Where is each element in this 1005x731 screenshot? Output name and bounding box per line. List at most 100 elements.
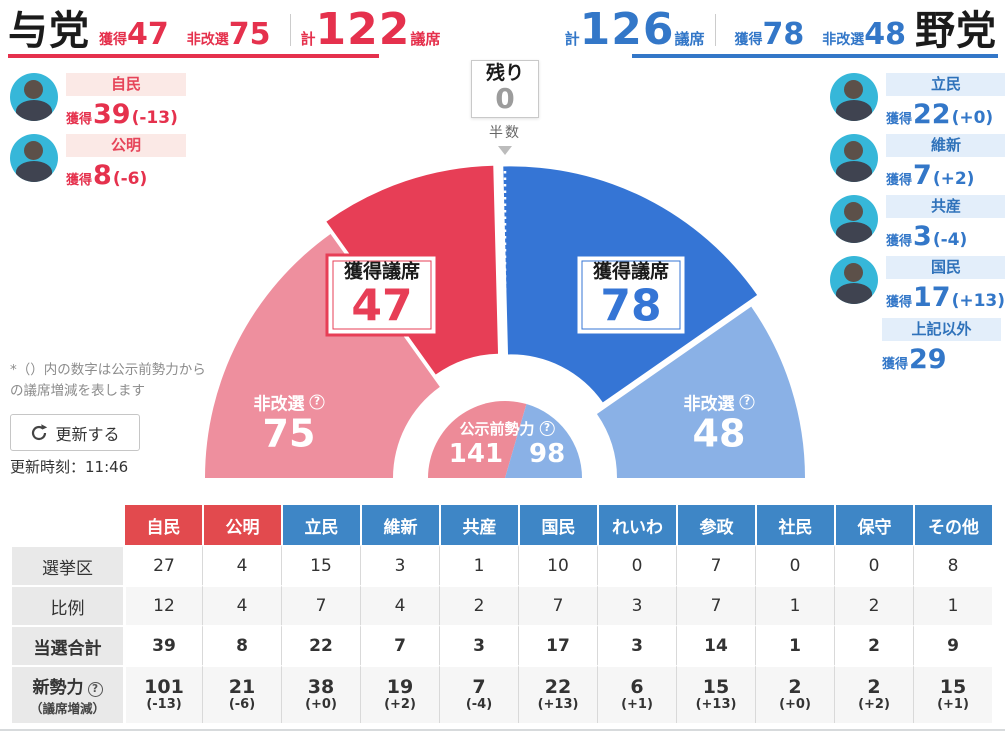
help-icon[interactable]: ? bbox=[87, 681, 103, 697]
table-cell-比例-れいわ: 3 bbox=[597, 585, 676, 625]
opposition-carry-arc-label: 非改選? 48 bbox=[684, 390, 755, 455]
table-cell-当選合計-自民: 39 bbox=[123, 625, 202, 665]
table-col-header-保守: 保守 bbox=[834, 505, 913, 545]
table-cell-当選合計-保守: 2 bbox=[834, 625, 913, 665]
table-cell-新勢力-公明: 21 (-6) bbox=[202, 665, 281, 723]
table-cell-比例-保守: 2 bbox=[834, 585, 913, 625]
help-icon[interactable]: ? bbox=[739, 394, 755, 410]
ruling-carry-arc-label: 非改選? 75 bbox=[254, 390, 325, 455]
table-cell-選挙区-国民: 10 bbox=[518, 545, 597, 585]
party-item-komei: 公明 獲得 8 (-6) bbox=[10, 134, 186, 189]
table-cell-新勢力-立民: 38 (+0) bbox=[281, 665, 360, 723]
half-marker-triangle-icon bbox=[498, 146, 512, 155]
refresh-button[interactable]: 更新する bbox=[10, 414, 140, 451]
party-item-rikken: 立民 獲得 22 (+0) bbox=[830, 73, 1005, 128]
results-table: 自民 公明 立民 維新 共産 国民 れいわ 参政 社民 保守 その他 選挙区 27 4 15 3 1 10 0 7 0 0… bbox=[12, 505, 992, 723]
party-name-pill: 共産 bbox=[886, 195, 1005, 218]
table-col-header-立民: 立民 bbox=[281, 505, 360, 545]
table-cell-新勢力-国民: 22 (+13) bbox=[518, 665, 597, 723]
party-item-kokumin: 国民 獲得 17 (+13) bbox=[830, 256, 1005, 311]
table-row-label-新勢力: 新勢力? （議席増減） bbox=[12, 665, 123, 723]
help-icon[interactable]: ? bbox=[539, 421, 555, 437]
opposition-gained-stat: 獲得78 bbox=[734, 17, 805, 52]
table-cell-比例-維新: 4 bbox=[360, 585, 439, 625]
refresh-icon bbox=[32, 423, 48, 440]
table-cell-選挙区-社民: 0 bbox=[755, 545, 834, 585]
table-cell-diff: (-13) bbox=[146, 697, 182, 713]
table-cell-比例-社民: 1 bbox=[755, 585, 834, 625]
table-cell-選挙区-保守: 0 bbox=[834, 545, 913, 585]
table-row-label-当選合計: 当選合計 bbox=[12, 625, 123, 665]
party-leader-avatar bbox=[830, 73, 878, 121]
table-cell-当選合計-立民: 22 bbox=[281, 625, 360, 665]
pre-election-opposition-value: 98 bbox=[529, 439, 566, 470]
updated-time: 更新時刻：11:46 bbox=[10, 458, 129, 476]
table-cell-比例-自民: 12 bbox=[123, 585, 202, 625]
opposition-gained-seats-box: 獲得議席 78 bbox=[574, 253, 688, 337]
table-col-header-共産: 共産 bbox=[439, 505, 518, 545]
opposition-party-title: 野党 bbox=[915, 8, 997, 54]
table-cell-diff: (-6) bbox=[228, 697, 256, 713]
table-cell-当選合計-れいわ: 3 bbox=[597, 625, 676, 665]
table-cell-当選合計-公明: 8 bbox=[202, 625, 281, 665]
ruling-total: 計122議席 bbox=[300, 4, 441, 55]
table-cell-diff: (+1) bbox=[621, 697, 653, 713]
table-cell-diff: (+1) bbox=[937, 697, 969, 713]
remaining-label: 残り bbox=[485, 62, 524, 85]
header-divider bbox=[714, 13, 716, 46]
party-leader-avatar bbox=[830, 134, 878, 182]
party-leader-avatar bbox=[830, 195, 878, 243]
table-cell-当選合計-国民: 17 bbox=[518, 625, 597, 665]
party-name-pill: 立民 bbox=[886, 73, 1005, 96]
table-row-label-比例: 比例 bbox=[12, 585, 123, 625]
remaining-seats-box: 残り 0 bbox=[471, 60, 539, 118]
opposition-carry-stat: 非改選48 bbox=[822, 17, 906, 52]
header-ruling: 与党 獲得47 非改選75 計122議席 bbox=[8, 4, 440, 55]
table-col-header-その他: その他 bbox=[913, 505, 992, 545]
table-cell-比例-公明: 4 bbox=[202, 585, 281, 625]
half-label: 半数 bbox=[489, 125, 521, 141]
table-cell-比例-共産: 2 bbox=[439, 585, 518, 625]
table-cell-diff: (+0) bbox=[305, 697, 337, 713]
pre-election-strength-label: 公示前勢力? 141 98 bbox=[448, 420, 566, 470]
table-col-header-参政: 参政 bbox=[676, 505, 755, 545]
table-cell-新勢力-その他: 15 (+1) bbox=[913, 665, 992, 723]
party-name-pill: 自民 bbox=[66, 73, 186, 96]
table-cell-当選合計-社民: 1 bbox=[755, 625, 834, 665]
table-corner-cell bbox=[12, 505, 123, 545]
table-cell-選挙区-参政: 7 bbox=[676, 545, 755, 585]
table-cell-比例-国民: 7 bbox=[518, 585, 597, 625]
party-item-jimin: 自民 獲得 39 (-13) bbox=[10, 73, 186, 128]
ruling-carry-stat: 非改選75 bbox=[186, 17, 271, 52]
table-cell-新勢力-共産: 7 (-4) bbox=[439, 665, 518, 723]
table-cell-diff: (+2) bbox=[858, 697, 890, 713]
help-icon[interactable]: ? bbox=[309, 394, 325, 410]
table-cell-選挙区-れいわ: 0 bbox=[597, 545, 676, 585]
party-leader-avatar bbox=[10, 134, 58, 182]
header-opposition: 計126議席 獲得78 非改選48 野党 bbox=[565, 4, 997, 55]
table-cell-diff: (-4) bbox=[465, 697, 493, 713]
footnote: *（）内の数字は公示前勢力からの議席増減を表します bbox=[10, 362, 206, 399]
party-name-pill: 公明 bbox=[66, 134, 186, 157]
table-cell-選挙区-公明: 4 bbox=[202, 545, 281, 585]
remaining-value: 0 bbox=[495, 82, 515, 116]
table-cell-当選合計-その他: 9 bbox=[913, 625, 992, 665]
party-item-ishin: 維新 獲得 7 (+2) bbox=[830, 134, 1005, 189]
table-cell-新勢力-自民: 101 (-13) bbox=[123, 665, 202, 723]
table-col-header-維新: 維新 bbox=[360, 505, 439, 545]
table-cell-当選合計-参政: 14 bbox=[676, 625, 755, 665]
ruling-underline bbox=[8, 54, 379, 58]
party-item-others: 上記以外 獲得 29 bbox=[882, 318, 1001, 373]
table-row-sublabel: （議席増減） bbox=[29, 701, 105, 716]
table-cell-選挙区-共産: 1 bbox=[439, 545, 518, 585]
party-item-kyosan: 共産 獲得 3 (-4) bbox=[830, 195, 1005, 250]
table-row-label-選挙区: 選挙区 bbox=[12, 545, 123, 585]
table-cell-選挙区-立民: 15 bbox=[281, 545, 360, 585]
table-col-header-社民: 社民 bbox=[755, 505, 834, 545]
table-cell-diff: (+2) bbox=[384, 697, 416, 713]
table-cell-当選合計-維新: 7 bbox=[360, 625, 439, 665]
table-cell-当選合計-共産: 3 bbox=[439, 625, 518, 665]
opposition-total: 計126議席 bbox=[564, 4, 705, 55]
opposition-underline bbox=[632, 54, 998, 58]
party-name-pill: 維新 bbox=[886, 134, 1005, 157]
